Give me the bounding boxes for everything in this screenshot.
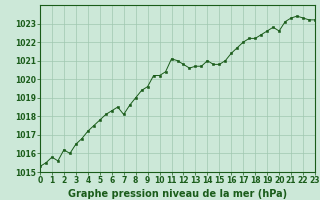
X-axis label: Graphe pression niveau de la mer (hPa): Graphe pression niveau de la mer (hPa)	[68, 189, 287, 199]
